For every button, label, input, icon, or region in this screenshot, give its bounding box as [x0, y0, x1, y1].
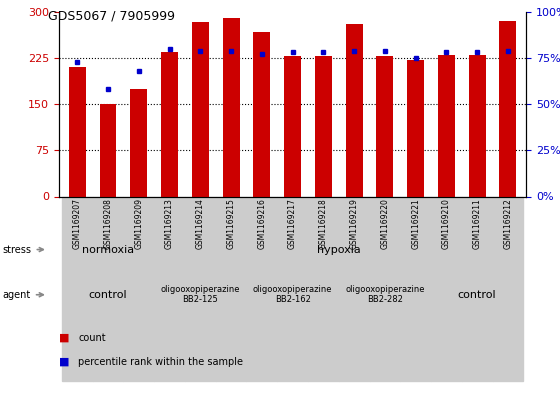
Text: normoxia: normoxia	[82, 244, 134, 255]
Bar	[154, 196, 185, 381]
Text: hypoxia: hypoxia	[317, 244, 361, 255]
Bar	[376, 56, 393, 196]
Text: ■: ■	[59, 333, 69, 343]
Bar	[161, 52, 178, 196]
Bar	[216, 196, 246, 381]
Bar	[130, 89, 147, 196]
Bar	[185, 196, 216, 381]
Bar	[431, 196, 462, 381]
Text: count: count	[78, 333, 106, 343]
Bar	[315, 56, 332, 196]
Bar	[284, 56, 301, 196]
Bar	[500, 21, 516, 196]
Text: stress: stress	[3, 244, 43, 255]
Bar	[339, 196, 370, 381]
Text: agent: agent	[3, 290, 43, 300]
Bar	[100, 104, 116, 196]
Bar	[92, 196, 123, 381]
Text: percentile rank within the sample: percentile rank within the sample	[78, 356, 244, 367]
Bar	[400, 196, 431, 381]
Bar	[407, 60, 424, 196]
Text: GDS5067 / 7905999: GDS5067 / 7905999	[48, 10, 175, 23]
Bar	[370, 196, 400, 381]
Text: oligooxopiperazine
BB2-125: oligooxopiperazine BB2-125	[161, 285, 240, 305]
Text: ■: ■	[59, 356, 69, 367]
Bar	[246, 196, 277, 381]
Bar	[277, 196, 308, 381]
Bar	[223, 18, 240, 196]
Bar	[253, 32, 270, 196]
Bar	[192, 22, 209, 196]
Bar	[69, 67, 86, 196]
Bar	[469, 55, 486, 196]
Bar	[308, 196, 339, 381]
Text: control: control	[458, 290, 497, 300]
Bar	[346, 24, 362, 196]
Bar	[123, 196, 154, 381]
Text: oligooxopiperazine
BB2-282: oligooxopiperazine BB2-282	[345, 285, 424, 305]
Bar	[493, 196, 524, 381]
Text: oligooxopiperazine
BB2-162: oligooxopiperazine BB2-162	[253, 285, 332, 305]
Bar	[438, 55, 455, 196]
Bar	[462, 196, 493, 381]
Bar	[62, 196, 92, 381]
Text: control: control	[88, 290, 127, 300]
